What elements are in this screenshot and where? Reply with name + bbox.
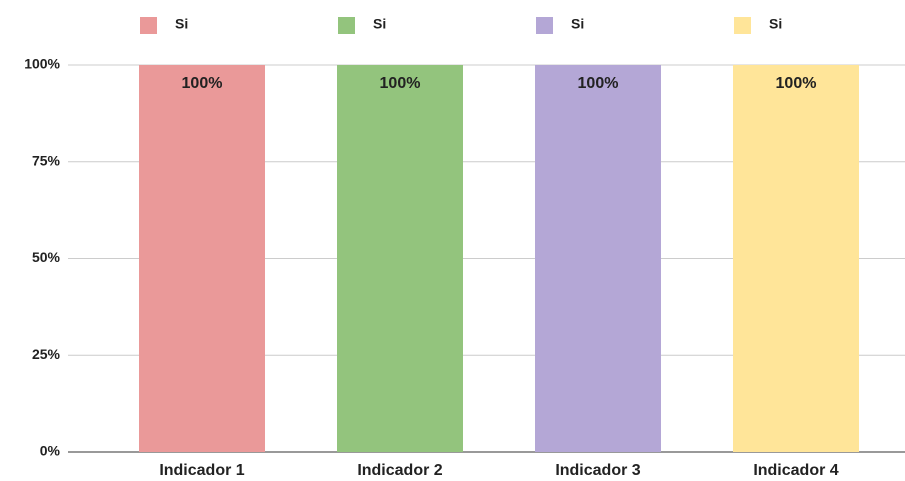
data-label: 100% <box>380 75 421 92</box>
legend-label: Si <box>571 16 584 32</box>
x-tick-label: Indicador 4 <box>753 462 838 479</box>
y-tick-label: 25% <box>32 346 61 362</box>
legend-swatch <box>734 17 751 34</box>
x-tick-label: Indicador 1 <box>159 462 244 479</box>
data-label: 100% <box>776 75 817 92</box>
y-tick-label: 0% <box>40 443 61 459</box>
y-tick-label: 50% <box>32 249 61 265</box>
y-tick-label: 100% <box>24 56 60 72</box>
bar <box>535 65 661 452</box>
legend-label: Si <box>769 16 782 32</box>
x-tick-label: Indicador 2 <box>357 462 442 479</box>
legend-swatch <box>338 17 355 34</box>
legend-swatch <box>140 17 157 34</box>
y-tick-label: 75% <box>32 152 61 168</box>
x-tick-label: Indicador 3 <box>555 462 640 479</box>
legend-label: Si <box>373 16 386 32</box>
bar <box>139 65 265 452</box>
data-label: 100% <box>578 75 619 92</box>
legend-swatch <box>536 17 553 34</box>
legend-label: Si <box>175 16 188 32</box>
bar <box>337 65 463 452</box>
bar <box>733 65 859 452</box>
data-label: 100% <box>182 75 223 92</box>
